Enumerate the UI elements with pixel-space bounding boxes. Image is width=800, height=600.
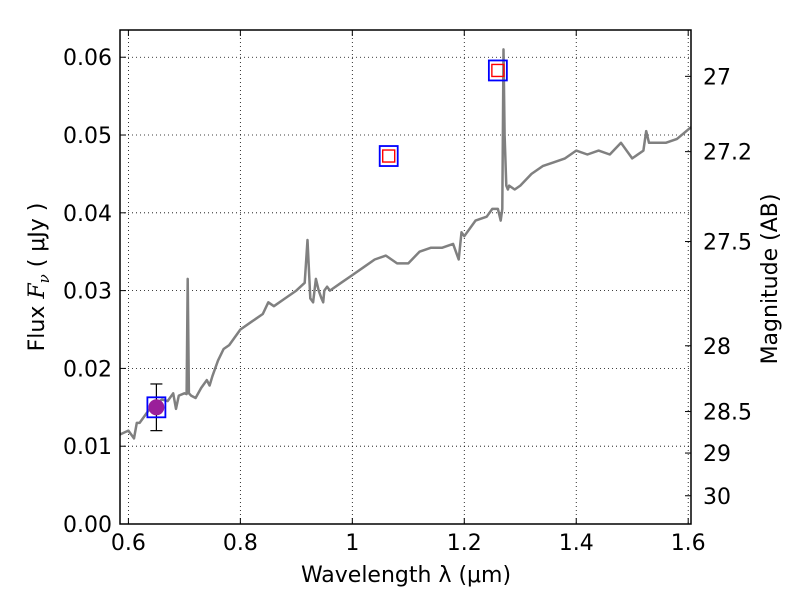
y-axis-ticks: 0.00 0.01 0.02 0.03 0.04 0.05 0.06	[63, 46, 126, 538]
photometry-point	[382, 149, 396, 163]
x-tick-label: 0.8	[223, 531, 258, 556]
spectrum-line	[119, 48, 692, 440]
y-tick-label: 0.00	[63, 513, 112, 538]
y2-tick-label: 27.2	[703, 141, 752, 166]
x-axis-ticks: 0.6 0.8 1 1.2 1.4 1.6	[111, 30, 706, 556]
photometry-box	[378, 145, 399, 167]
y2-tick-label: 28.5	[703, 401, 752, 426]
y2-tick-label: 30	[703, 485, 731, 510]
y2-tick-label: 27	[703, 65, 731, 90]
photometry-box	[487, 59, 508, 82]
photometry-points	[146, 59, 508, 432]
y-tick-label: 0.05	[63, 124, 112, 149]
x-tick-label: 1.4	[559, 531, 594, 556]
photometry-box	[146, 396, 167, 419]
grid	[120, 30, 691, 525]
y-tick-label: 0.06	[63, 46, 112, 71]
x-tick-label: 1.2	[447, 531, 482, 556]
y2-axis-ticks: 27 27.2 27.5 28 28.5 29 30	[685, 65, 752, 510]
y2-tick-label: 27.5	[703, 231, 752, 256]
y2-tick-label: 29	[703, 442, 731, 467]
x-tick-label: 0.6	[111, 531, 146, 556]
x-tick-label: 1.6	[671, 531, 706, 556]
y-axis-title-text: Flux	[25, 299, 50, 352]
plot-frame	[119, 29, 692, 525]
y-axis-title: Flux Fν ( μJy )	[25, 203, 53, 352]
y-axis-title-symbol: F	[25, 283, 50, 300]
y2-tick-label: 28	[703, 335, 731, 360]
series-layer	[119, 48, 692, 440]
y-axis-title-subscript: ν	[35, 274, 53, 283]
x-tick-label: 1	[345, 531, 359, 556]
y-axis-title-units: ( μJy )	[25, 203, 50, 275]
x-axis-title: Wavelength λ (μm)	[301, 563, 511, 588]
photometry-point	[491, 63, 505, 78]
photometry-point	[148, 399, 165, 416]
y2-axis-title: Magnitude (AB)	[758, 194, 783, 365]
y-tick-label: 0.02	[63, 357, 112, 382]
y-tick-label: 0.01	[63, 435, 112, 460]
y-tick-label: 0.03	[63, 280, 112, 305]
y-tick-label: 0.04	[63, 202, 112, 227]
